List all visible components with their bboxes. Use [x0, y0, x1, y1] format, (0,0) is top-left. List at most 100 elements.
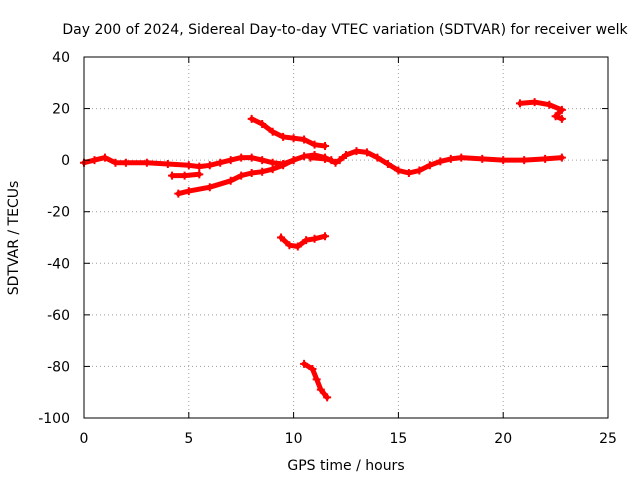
data-point	[436, 157, 445, 166]
y-tick-label: 20	[52, 102, 70, 118]
data-point	[308, 365, 317, 374]
y-axis-label: SDTVAR / TECUs	[6, 181, 22, 296]
data-point	[285, 241, 294, 250]
data-point	[293, 242, 302, 251]
data-point	[478, 154, 487, 163]
data-point	[279, 132, 288, 141]
data-point	[247, 114, 256, 123]
data-point	[237, 171, 246, 180]
y-tick-label: -20	[47, 205, 70, 221]
data-point	[168, 171, 177, 180]
data-point	[163, 160, 172, 169]
data-point	[557, 153, 566, 162]
data-point	[306, 153, 315, 162]
data-point	[184, 187, 193, 196]
data-point	[331, 158, 340, 167]
data-point	[545, 100, 554, 109]
data-series-group	[306, 153, 336, 165]
data-point	[394, 166, 403, 175]
data-point	[300, 135, 309, 144]
data-point	[195, 170, 204, 179]
y-tick-label: -40	[47, 256, 70, 272]
data-point	[310, 234, 319, 243]
y-tick-label: -100	[38, 411, 70, 427]
data-point	[247, 153, 256, 162]
x-tick-label: 15	[389, 431, 407, 447]
data-point	[321, 141, 330, 150]
data-series-group	[277, 232, 330, 251]
data-point	[195, 162, 204, 171]
data-series	[80, 98, 566, 402]
data-point	[205, 161, 214, 170]
data-point	[277, 233, 286, 242]
data-point	[174, 189, 183, 198]
grid-lines	[84, 57, 608, 418]
data-point	[205, 183, 214, 192]
data-series-line	[175, 157, 297, 197]
data-point	[268, 127, 277, 136]
data-point	[247, 169, 256, 178]
data-point	[279, 161, 288, 170]
data-point	[515, 99, 524, 108]
data-point	[373, 153, 382, 162]
data-point	[446, 154, 455, 163]
data-point	[557, 114, 566, 123]
data-point	[237, 153, 246, 162]
data-point	[551, 112, 560, 121]
data-point	[100, 153, 109, 162]
data-point	[520, 156, 529, 165]
y-tick-label: -60	[47, 308, 70, 324]
data-series-group	[300, 359, 332, 402]
data-point	[327, 156, 336, 165]
data-point	[530, 98, 539, 107]
data-point	[425, 161, 434, 170]
data-point	[557, 105, 566, 114]
data-point	[180, 171, 189, 180]
data-point	[499, 156, 508, 165]
data-series-group	[515, 98, 566, 123]
x-tick-label: 0	[80, 431, 89, 447]
data-point	[404, 169, 413, 178]
data-series-line	[81, 148, 565, 176]
data-point	[310, 140, 319, 149]
data-point	[342, 150, 350, 159]
data-point	[300, 359, 309, 368]
data-point	[383, 160, 392, 169]
data-point	[302, 236, 311, 245]
x-tick-label: 20	[494, 431, 512, 447]
y-tick-label: -80	[47, 359, 70, 375]
data-point	[321, 154, 330, 163]
data-point	[184, 161, 193, 170]
data-series-group	[168, 170, 204, 180]
data-point	[142, 158, 151, 167]
y-tick-label: 0	[61, 153, 70, 169]
data-point	[321, 232, 330, 241]
data-point	[258, 120, 267, 129]
plot-frame	[83, 56, 609, 419]
data-point	[268, 165, 277, 174]
x-tick-label: 5	[184, 431, 193, 447]
data-point	[258, 156, 267, 165]
data-point	[289, 156, 298, 165]
data-point	[415, 166, 424, 175]
data-point	[541, 154, 550, 163]
data-point	[90, 156, 99, 165]
data-series-group	[174, 156, 298, 198]
data-point	[312, 375, 321, 384]
x-tick-label: 10	[285, 431, 303, 447]
data-point	[289, 134, 298, 143]
data-point	[258, 167, 267, 176]
axis-ticks	[83, 56, 609, 419]
data-point	[362, 148, 371, 157]
y-tick-label: 40	[52, 50, 70, 66]
x-tick-label: 25	[599, 431, 617, 447]
data-series-group	[80, 147, 566, 178]
data-point	[457, 153, 466, 162]
data-series-group	[247, 114, 330, 150]
chart-title: Day 200 of 2024, Sidereal Day-to-day VTE…	[62, 22, 628, 38]
data-point	[335, 156, 344, 165]
data-point	[111, 158, 120, 167]
data-point	[300, 152, 309, 161]
data-point	[121, 158, 130, 167]
